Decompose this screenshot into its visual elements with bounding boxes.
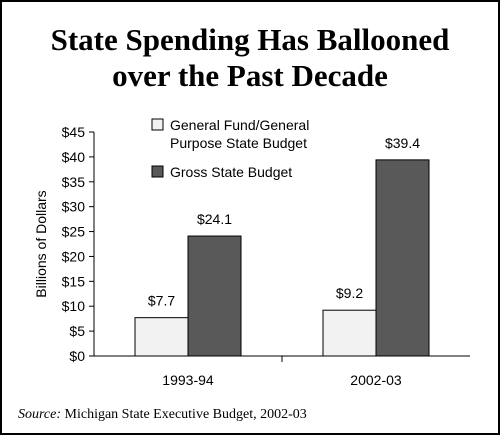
source-prefix: Source: [18,407,61,422]
source-text: Michigan State Executive Budget, 2002-03 [61,407,307,422]
source-note: Source: Michigan State Executive Budget,… [18,407,307,422]
bar [187,235,242,357]
legend-item: Gross State Budget [151,164,292,180]
chart-bars [134,159,430,357]
y-tick-label: $10 [62,298,86,314]
data-label: $7.7 [148,293,175,309]
x-category-label: 1993-94 [162,372,214,388]
chart-title-line-2: over the Past Decade [112,58,388,93]
y-tick-label: $15 [62,273,86,289]
y-tick-label: $0 [69,348,85,364]
legend-label: Gross State Budget [170,164,292,180]
y-tick-label: $5 [69,323,85,339]
chart-axes: $0 $5 $10 $15 $20 $25 $30 $35 $40 $45 Billions of … [33,124,470,388]
y-tick-label: $30 [62,199,86,215]
bar [134,317,189,357]
x-category-label: 2002-03 [350,372,402,388]
y-tick-label: $35 [62,174,86,190]
data-label: $24.1 [197,211,232,227]
bar [375,159,430,357]
y-tick-label: $25 [62,224,86,240]
legend-swatch [151,118,164,131]
legend-item: General Fund/General Purpose State Budget [151,117,309,151]
chart-legend: General Fund/General Purpose State Budget… [151,117,309,180]
chart-title-line-1: State Spending Has Ballooned [51,22,450,57]
y-tick-label: $20 [62,248,86,264]
legend-swatch [151,165,164,178]
data-label: $39.4 [385,135,420,151]
data-label: $9.2 [336,285,363,301]
chart-data-labels: $7.7 $24.1 $9.2 $39.4 [148,135,420,309]
bar [322,309,377,357]
legend-label: General Fund/General [170,117,309,133]
y-tick-label: $45 [62,124,86,140]
legend-label: Purpose State Budget [170,135,307,151]
y-tick-label: $40 [62,149,86,165]
y-axis-label: Billions of Dollars [33,190,49,297]
